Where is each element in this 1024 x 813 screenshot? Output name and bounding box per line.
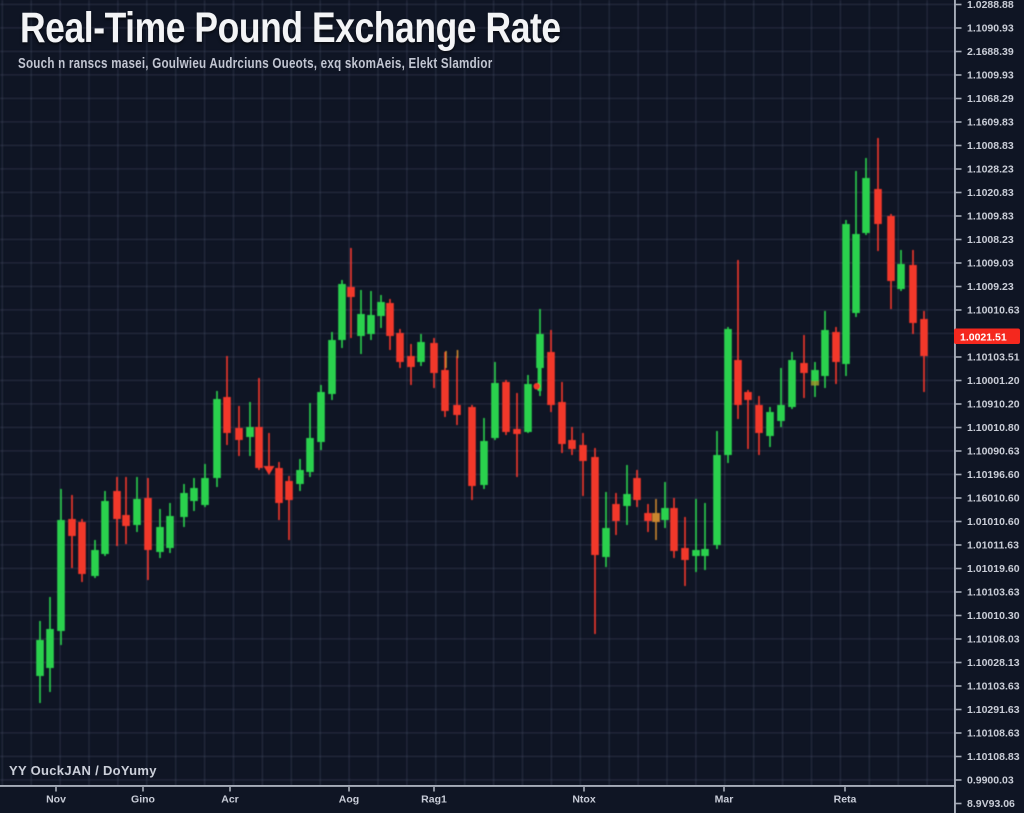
- svg-text:0.9900.03: 0.9900.03: [967, 775, 1014, 787]
- svg-text:Aog: Aog: [339, 794, 359, 806]
- svg-text:Rag1: Rag1: [421, 794, 447, 806]
- svg-text:1.1009.93: 1.1009.93: [967, 70, 1014, 82]
- svg-text:1.10910.20: 1.10910.20: [967, 399, 1020, 411]
- svg-text:1.1008.23: 1.1008.23: [967, 234, 1014, 246]
- svg-text:1.1028.23: 1.1028.23: [967, 164, 1014, 176]
- svg-text:1.10196.60: 1.10196.60: [967, 469, 1020, 481]
- svg-text:1.10103.63: 1.10103.63: [967, 681, 1020, 693]
- svg-text:1.10103.51: 1.10103.51: [967, 352, 1020, 364]
- svg-text:1.0021.51: 1.0021.51: [960, 331, 1007, 343]
- svg-text:Reta: Reta: [834, 794, 857, 806]
- svg-text:1.0288.88: 1.0288.88: [967, 0, 1014, 11]
- svg-text:1.1090.93: 1.1090.93: [967, 23, 1014, 35]
- svg-text:1.10103.63: 1.10103.63: [967, 587, 1020, 599]
- svg-text:1.1020.83: 1.1020.83: [967, 187, 1014, 199]
- svg-text:2.1688.39: 2.1688.39: [967, 46, 1014, 58]
- svg-text:1.10010.80: 1.10010.80: [967, 422, 1020, 434]
- svg-text:1.1009.23: 1.1009.23: [967, 281, 1014, 293]
- svg-text:1.01011.63: 1.01011.63: [967, 540, 1019, 552]
- svg-text:1.1009.03: 1.1009.03: [967, 258, 1014, 270]
- svg-text:Acr: Acr: [221, 794, 239, 806]
- svg-text:1.10108.03: 1.10108.03: [967, 634, 1020, 646]
- svg-text:8.9V93.06: 8.9V93.06: [967, 798, 1015, 810]
- svg-text:1.10010.30: 1.10010.30: [967, 610, 1020, 622]
- svg-text:1.10108.83: 1.10108.83: [967, 751, 1020, 763]
- svg-text:1.10001.20: 1.10001.20: [967, 375, 1020, 387]
- svg-text:1.1009.83: 1.1009.83: [967, 211, 1014, 223]
- svg-text:1.10291.63: 1.10291.63: [967, 704, 1020, 716]
- svg-text:1.1609.83: 1.1609.83: [967, 117, 1014, 129]
- svg-text:1.1008.83: 1.1008.83: [967, 140, 1014, 152]
- svg-text:1.10090.63: 1.10090.63: [967, 446, 1020, 458]
- svg-text:1.01010.60: 1.01010.60: [967, 516, 1020, 528]
- svg-text:1.01019.60: 1.01019.60: [967, 563, 1020, 575]
- svg-text:1.10010.63: 1.10010.63: [967, 305, 1020, 317]
- svg-text:1.16010.60: 1.16010.60: [967, 493, 1020, 505]
- svg-text:Gino: Gino: [131, 794, 155, 806]
- svg-text:Ntox: Ntox: [572, 794, 595, 806]
- svg-text:1.10108.63: 1.10108.63: [967, 728, 1020, 740]
- svg-text:Mar: Mar: [715, 794, 734, 806]
- svg-text:Nov: Nov: [46, 794, 66, 806]
- svg-text:1.10028.13: 1.10028.13: [967, 657, 1020, 669]
- svg-text:1.1068.29: 1.1068.29: [967, 93, 1014, 105]
